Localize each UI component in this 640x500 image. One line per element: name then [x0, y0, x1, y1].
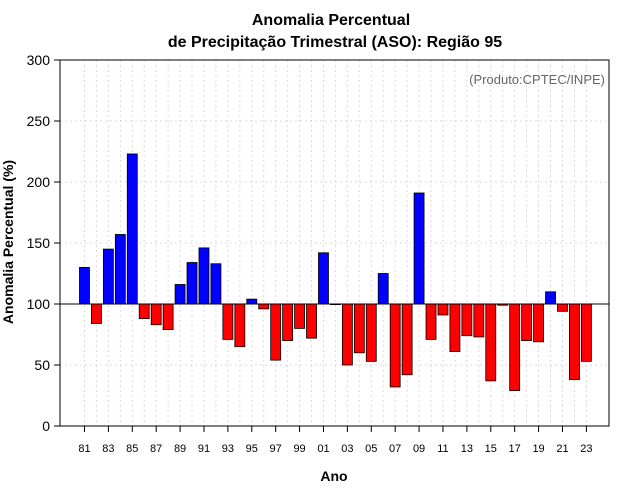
bar-18	[521, 303, 533, 341]
y-tick-label: 200	[27, 174, 51, 190]
bar-22	[569, 303, 580, 381]
bar-03	[341, 303, 353, 366]
x-tick-label: 97	[270, 443, 282, 455]
bar-17	[509, 303, 521, 392]
bar-99	[294, 303, 305, 329]
bar-19	[533, 303, 544, 343]
x-tick-label: 07	[389, 443, 401, 455]
bar-95	[246, 298, 258, 305]
x-tick-label: 13	[461, 443, 473, 455]
x-tick-label: 23	[580, 443, 592, 455]
bar-05	[365, 303, 377, 362]
x-tick-label: 01	[317, 443, 329, 455]
bar-23	[580, 303, 592, 362]
bar-12	[449, 303, 461, 352]
y-tick-label: 300	[27, 52, 51, 68]
bar-20	[545, 291, 556, 305]
x-tick-label: 91	[198, 443, 210, 455]
bar-93	[222, 303, 234, 340]
bar-21	[557, 303, 568, 312]
bar-86	[138, 303, 150, 320]
bar-94	[234, 303, 246, 348]
y-axis: 0 50 100 150 200 250 300	[27, 52, 60, 434]
y-tick-label: 50	[34, 357, 50, 373]
bar-04	[353, 303, 365, 354]
grid-lines	[60, 60, 609, 426]
bar-00	[306, 303, 317, 339]
bar-96	[258, 303, 270, 310]
y-tick-label: 100	[27, 296, 51, 312]
bar-08	[401, 303, 413, 376]
x-tick-label: 05	[365, 443, 377, 455]
x-tick-label: 11	[437, 443, 448, 455]
bar-92	[210, 263, 222, 305]
bar-07	[389, 303, 401, 388]
bar-11	[437, 303, 449, 316]
x-tick-label: 03	[341, 443, 353, 455]
x-axis-label: Ano	[320, 468, 347, 484]
bar-83	[102, 248, 114, 305]
bar-97	[270, 303, 282, 361]
x-tick-label: 87	[150, 443, 162, 455]
x-axis: 81 83 85 87 89 91 93 95 97 99 01 03 05 07 09 11 13 15 17 19…	[78, 426, 593, 455]
credit-text: (Produto:CPTEC/INPE)	[469, 72, 605, 87]
bar-87	[150, 303, 162, 326]
bar-98	[282, 303, 294, 341]
x-tick-label: 85	[126, 443, 138, 455]
bar-13	[461, 303, 473, 337]
bar-01	[318, 252, 329, 305]
bar-88	[162, 303, 174, 331]
x-tick-label: 21	[556, 443, 568, 455]
chart-title-line1: Anomalia Percentual	[252, 12, 410, 29]
bar-91	[198, 247, 210, 305]
bar-09	[413, 192, 425, 305]
bar-90	[186, 262, 198, 305]
bar-14	[473, 303, 485, 338]
x-tick-label: 89	[174, 443, 186, 455]
y-tick-label: 150	[27, 235, 51, 251]
bar-06	[377, 273, 389, 305]
x-tick-label: 17	[509, 443, 521, 455]
x-tick-label: 95	[246, 443, 258, 455]
x-tick-label: 99	[293, 443, 305, 455]
y-tick-label: 0	[42, 418, 50, 434]
bar-84	[114, 234, 126, 305]
bars	[79, 153, 592, 392]
bar-82	[91, 303, 102, 324]
x-tick-label: 93	[222, 443, 234, 455]
chart-title-line2: de Precipitação Trimestral (ASO): Região…	[168, 34, 502, 51]
bar-15	[485, 303, 497, 382]
y-tick-label: 250	[27, 113, 51, 129]
x-tick-label: 09	[413, 443, 425, 455]
x-tick-label: 83	[102, 443, 114, 455]
bar-10	[425, 303, 437, 340]
bar-89	[174, 284, 186, 305]
bar-85	[126, 153, 138, 305]
x-tick-label: 15	[485, 443, 497, 455]
x-tick-label: 81	[78, 443, 90, 455]
y-axis-label: Anomalia Percentual (%)	[0, 160, 16, 324]
x-tick-label: 19	[532, 443, 544, 455]
bar-81	[79, 266, 90, 305]
